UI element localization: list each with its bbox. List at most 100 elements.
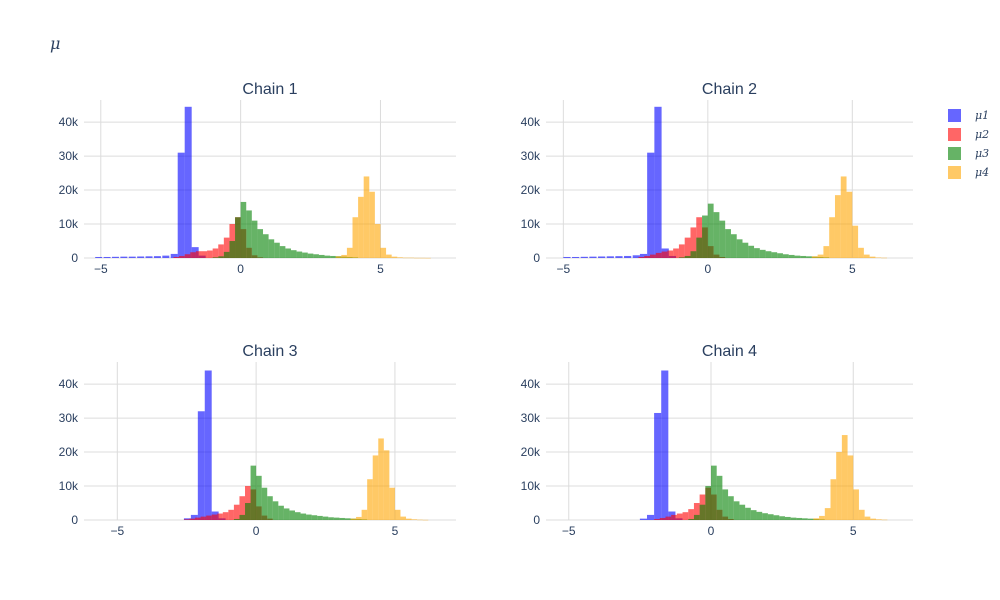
- histogram-bar: [207, 250, 213, 258]
- subplot-title: Chain 4: [702, 343, 757, 360]
- legend-item-mu2[interactable]: μ2: [948, 125, 989, 144]
- histogram-bar: [369, 191, 375, 258]
- histogram-bar: [881, 519, 888, 521]
- histogram-bar: [673, 248, 679, 258]
- histogram-bar: [386, 254, 392, 258]
- histogram-bar: [162, 255, 170, 258]
- series-μ3: [233, 465, 368, 520]
- x-tick-label: −5: [94, 262, 108, 276]
- histogram-bar: [788, 254, 795, 258]
- y-tick-label: 40k: [59, 377, 79, 391]
- histogram-bar: [730, 234, 737, 258]
- histogram-bar: [646, 514, 655, 520]
- histogram-bar: [228, 509, 234, 520]
- series-μ4: [813, 435, 888, 521]
- histogram-bar: [223, 237, 230, 258]
- series-μ3: [688, 465, 825, 520]
- histogram-bar: [411, 519, 418, 520]
- histogram-bar: [647, 152, 655, 258]
- histogram-bar: [699, 504, 706, 520]
- histogram-bar: [638, 256, 645, 258]
- histogram-bar: [682, 512, 689, 520]
- histogram-bar: [684, 255, 691, 258]
- legend-item-mu1[interactable]: μ1: [948, 106, 989, 125]
- histogram-bar: [750, 510, 757, 520]
- y-tick-label: 10k: [521, 479, 541, 493]
- histogram-bar: [296, 251, 303, 258]
- histogram-bar: [716, 475, 723, 520]
- subplot-chain-1: 0 10k 20k 30k 40k −5 0 5 Chain 1: [59, 81, 456, 276]
- x-tick-label: −5: [562, 524, 576, 538]
- histogram-bar: [705, 486, 712, 520]
- histogram-bar: [211, 514, 218, 520]
- histogram-bar: [374, 224, 381, 258]
- histogram-bar: [261, 487, 268, 520]
- x-tick-label: 0: [253, 524, 260, 538]
- histogram-bar: [676, 513, 683, 520]
- histogram-bar: [222, 512, 229, 520]
- x-tick-label: 0: [704, 262, 711, 276]
- histogram-bar: [881, 257, 887, 259]
- histogram-bar: [212, 248, 219, 258]
- histogram-bar: [624, 255, 632, 258]
- histogram-bar: [402, 257, 409, 259]
- histogram-bar: [823, 246, 830, 258]
- subplot-title: Chain 2: [702, 81, 757, 98]
- series-μ1: [95, 106, 206, 258]
- histogram-bar: [189, 518, 196, 520]
- histogram-bar: [733, 501, 740, 520]
- legend-item-mu3[interactable]: μ3: [948, 144, 989, 163]
- y-tick-label: 20k: [59, 183, 79, 197]
- histogram-bar: [344, 518, 351, 520]
- series-μ4: [335, 176, 431, 259]
- histogram-bar: [170, 253, 178, 258]
- histogram-bar: [250, 465, 257, 520]
- histogram-bar: [389, 487, 395, 520]
- histogram-bar: [352, 217, 359, 258]
- histogram-bar: [183, 518, 191, 520]
- legend: μ1 μ2 μ3 μ4: [948, 106, 989, 182]
- x-tick-label: 5: [377, 262, 384, 276]
- histogram-bar: [246, 210, 252, 258]
- histogram-bar: [661, 370, 669, 520]
- histogram-bar: [846, 191, 853, 258]
- histogram-bar: [671, 514, 677, 520]
- histogram-bar: [204, 370, 212, 520]
- histogram-bar: [363, 176, 370, 258]
- histogram-bar: [875, 257, 882, 258]
- legend-item-mu4[interactable]: μ4: [948, 163, 989, 182]
- histogram-bar: [713, 212, 720, 258]
- histogram-bar: [289, 510, 295, 520]
- histogram-bar: [742, 242, 749, 258]
- y-tick-label: 20k: [521, 183, 541, 197]
- histogram-bar: [644, 255, 651, 258]
- histogram-bar: [870, 518, 877, 520]
- histogram-bar: [229, 224, 236, 258]
- histogram-bar: [263, 234, 269, 258]
- histogram-bar: [711, 465, 717, 520]
- histogram-bar: [195, 251, 202, 258]
- legend-label: μ3: [975, 147, 990, 160]
- histogram-bar: [819, 515, 825, 520]
- histogram-bar: [302, 252, 308, 258]
- y-tick-label: 0: [71, 251, 78, 265]
- histogram-bar: [307, 253, 314, 258]
- subplot-title: Chain 1: [242, 81, 297, 98]
- histogram-bar: [356, 516, 362, 520]
- y-tick-label: 20k: [521, 445, 541, 459]
- histogram-bar: [195, 517, 201, 520]
- histogram-bar: [725, 229, 731, 258]
- histogram-bar: [684, 237, 691, 258]
- histogram-bar: [632, 255, 640, 258]
- histogram-bar: [756, 511, 763, 520]
- histogram-bar: [661, 251, 668, 258]
- histogram-bar: [598, 256, 606, 258]
- histogram-bar: [358, 196, 364, 258]
- histogram-bar: [639, 253, 648, 258]
- histogram-bar: [173, 256, 180, 258]
- histogram-bar: [667, 250, 674, 258]
- y-tick-label: 10k: [521, 217, 541, 231]
- legend-swatch: [948, 166, 961, 179]
- histogram-bar: [767, 514, 774, 520]
- histogram-bar: [853, 489, 859, 520]
